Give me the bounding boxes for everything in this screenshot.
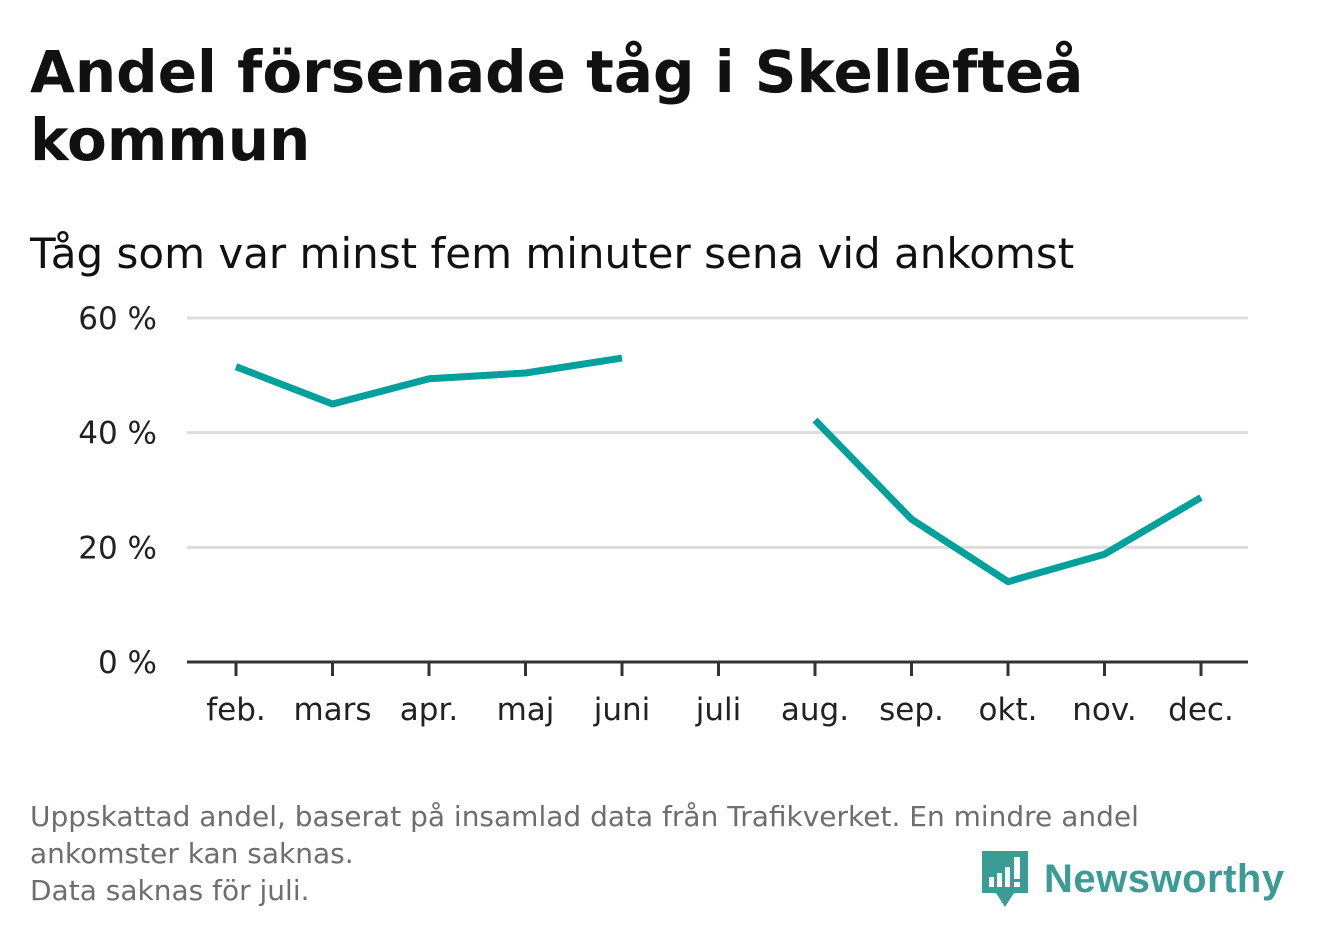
- y-tick-label: 40 %: [78, 416, 157, 452]
- y-axis-ticks: 0 % 20 % 40 % 60 %: [78, 301, 157, 681]
- gridlines: [187, 316, 1248, 549]
- newsworthy-logo-icon: [982, 851, 1028, 907]
- footnote: Uppskattad andel, baserat på insamlad da…: [30, 798, 1280, 909]
- footnote-line-3: Data saknas för juli.: [30, 874, 310, 907]
- x-tick-label: sep.: [879, 692, 944, 728]
- y-tick-label: 0 %: [98, 645, 157, 681]
- x-tick-label: feb.: [206, 692, 266, 728]
- series-line-segment-2: [812, 417, 1203, 586]
- x-tick-label: aug.: [781, 692, 849, 728]
- x-tick-label: juli: [695, 692, 742, 728]
- footnote-line-2: ankomster kan saknas.: [30, 837, 354, 870]
- newsworthy-logo-text: Newsworthy: [1044, 856, 1285, 901]
- x-tick-label: okt.: [979, 692, 1038, 728]
- x-axis-ticks: feb. mars apr. maj juni juli aug. sep. okt. nov. d…: [206, 662, 1234, 728]
- line-chart: 0 % 20 % 40 % 60 % feb. mars apr. maj juni juli a…: [78, 301, 1248, 728]
- chart-title: Andel försenade tåg i Skellefteå kommun: [30, 38, 1084, 174]
- footnote-line-1: Uppskattad andel, baserat på insamlad da…: [30, 800, 1139, 833]
- x-tick-label: maj: [497, 692, 555, 728]
- y-tick-label: 20 %: [78, 530, 157, 566]
- y-tick-label: 60 %: [78, 301, 157, 337]
- newsworthy-logo: Newsworthy: [980, 848, 1285, 910]
- x-tick-label: apr.: [400, 692, 458, 728]
- x-tick-label: nov.: [1072, 692, 1136, 728]
- x-tick-label: dec.: [1168, 692, 1234, 728]
- x-tick-label: juni: [593, 692, 651, 728]
- series-lines: [234, 354, 1203, 586]
- series-line-segment-1: [234, 354, 623, 408]
- chart-subtitle: Tåg som var minst fem minuter sena vid a…: [30, 229, 1075, 278]
- x-tick-label: mars: [293, 692, 371, 728]
